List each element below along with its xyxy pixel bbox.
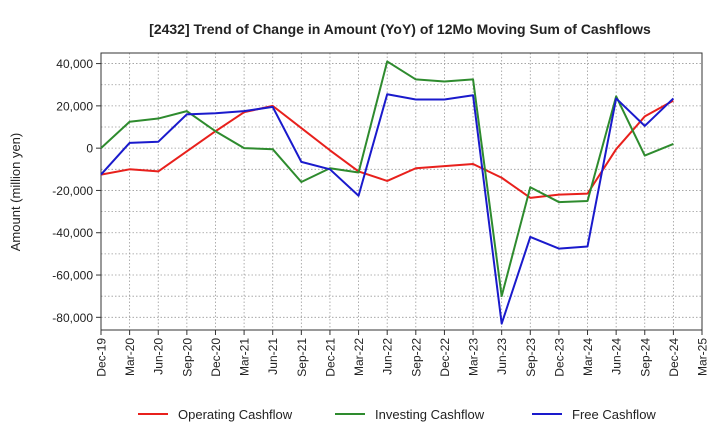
y-tick-label: -40,000 (52, 226, 93, 240)
x-tick-label: Jun-23 (495, 338, 509, 375)
x-tick-label: Sep-20 (180, 338, 194, 377)
chart-title: [2432] Trend of Change in Amount (YoY) o… (149, 21, 651, 37)
x-tick-label: Jun-22 (381, 338, 395, 375)
x-tick-label: Sep-22 (409, 338, 423, 377)
grid (100, 53, 703, 330)
series-line-investing-cashflow (100, 60, 674, 298)
x-tick-label: Dec-23 (552, 338, 566, 377)
series-lines (100, 60, 675, 325)
x-tick-label: Mar-21 (238, 338, 252, 376)
y-tick-label: -20,000 (52, 184, 93, 198)
x-tick-label: Dec-24 (667, 338, 681, 377)
legend-label: Free Cashflow (572, 407, 656, 422)
y-tick-label: -80,000 (52, 311, 93, 325)
y-axis-label: Amount (million yen) (8, 133, 23, 252)
plot-frame (100, 52, 703, 331)
x-tick-label: Mar-20 (123, 338, 137, 376)
legend-label: Investing Cashflow (375, 407, 485, 422)
axes: 40,000 20,000 0 -20,000 -40,000 -60,000 -80,00… (52, 52, 710, 377)
x-tick-label: Dec-19 (95, 338, 109, 377)
series-line-operating-cashflow (100, 99, 674, 199)
series-line-free-cashflow (100, 93, 675, 325)
x-tick-label: Sep-21 (295, 338, 309, 377)
x-tick-label: Mar-22 (352, 338, 366, 376)
y-tick-label: -60,000 (52, 269, 93, 283)
x-tick-label: Dec-20 (209, 338, 223, 377)
legend: Operating Cashflow Investing Cashflow Free… (138, 407, 656, 422)
legend-label: Operating Cashflow (178, 407, 293, 422)
x-tick-label: Jun-24 (610, 338, 624, 375)
y-tick-label: 20,000 (56, 99, 93, 113)
x-tick-label: Mar-23 (467, 338, 481, 376)
y-tick-label: 0 (86, 142, 93, 156)
x-tick-label: Mar-24 (581, 338, 595, 376)
x-tick-label: Jun-20 (152, 338, 166, 375)
x-tick-label: Dec-21 (323, 338, 337, 377)
x-tick-label: Mar-25 (696, 338, 710, 376)
x-tick-label: Sep-23 (524, 338, 538, 377)
x-tick-label: Dec-22 (438, 338, 452, 377)
x-tick-label: Jun-21 (266, 338, 280, 375)
x-tick-label: Sep-24 (638, 338, 652, 377)
y-tick-label: 40,000 (56, 57, 93, 71)
